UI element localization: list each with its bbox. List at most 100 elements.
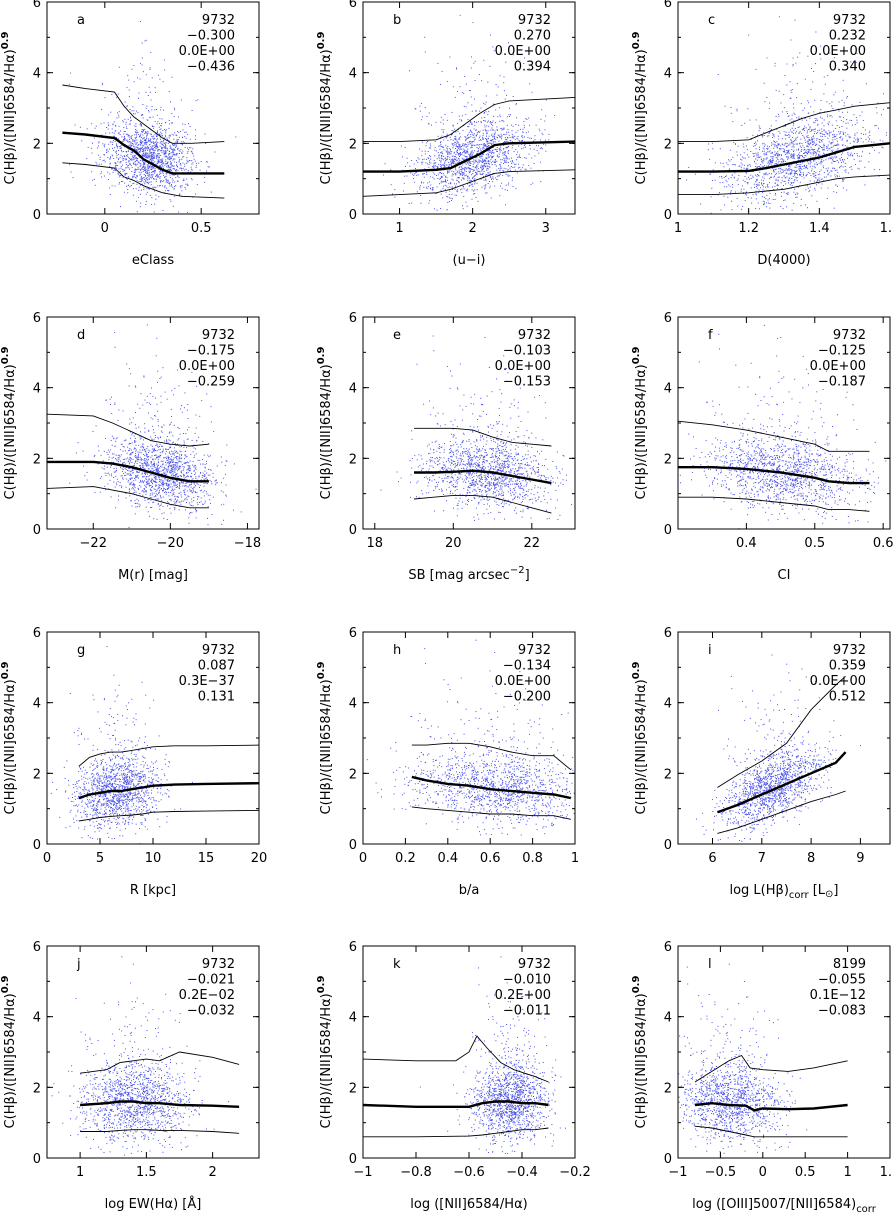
data-point [466, 156, 468, 158]
data-point [475, 196, 477, 198]
data-point [878, 127, 879, 129]
data-point [776, 152, 777, 154]
data-point [757, 166, 759, 168]
data-point [471, 154, 473, 156]
data-point [499, 164, 501, 166]
data-point [810, 152, 812, 154]
data-point [469, 89, 471, 91]
data-point [144, 167, 146, 169]
data-point [155, 481, 157, 483]
data-point [154, 150, 156, 152]
data-point [854, 153, 856, 154]
median-line [678, 142, 890, 173]
data-point [429, 200, 431, 202]
data-point [123, 137, 125, 139]
data-point [814, 167, 816, 169]
data-point [186, 409, 188, 411]
data-point [862, 120, 864, 121]
data-point [467, 137, 468, 139]
data-point [778, 161, 780, 162]
data-point [455, 146, 457, 147]
data-point [466, 144, 468, 146]
data-point [204, 176, 206, 178]
data-point [468, 160, 470, 162]
data-point [509, 116, 510, 117]
data-point [540, 139, 542, 141]
data-point [139, 124, 141, 126]
data-point [146, 135, 148, 136]
data-point [460, 189, 462, 191]
data-point [825, 131, 827, 133]
data-point [133, 145, 135, 147]
data-point [465, 150, 467, 152]
data-point [164, 176, 166, 178]
data-point [808, 102, 810, 104]
data-point [185, 168, 187, 170]
data-point [456, 140, 458, 142]
data-point [480, 167, 482, 169]
data-point [829, 131, 831, 133]
data-point [809, 139, 810, 140]
data-point [821, 117, 823, 119]
data-point [495, 109, 497, 111]
data-point [152, 471, 153, 473]
data-point [433, 178, 435, 180]
data-point [820, 58, 822, 60]
data-point [462, 164, 464, 166]
data-point [501, 159, 503, 161]
data-point [834, 154, 836, 156]
data-point [409, 70, 410, 72]
data-point [841, 161, 842, 163]
data-point [512, 141, 514, 143]
data-point [166, 182, 168, 184]
data-point [447, 150, 449, 152]
data-point [125, 133, 127, 135]
data-point [168, 180, 170, 182]
data-point [825, 168, 827, 170]
data-point [445, 176, 446, 178]
data-point [793, 202, 795, 204]
data-point [153, 474, 155, 476]
data-point [782, 161, 784, 163]
x-axis-label: eClass [132, 253, 174, 268]
data-point [171, 470, 173, 472]
data-point [153, 178, 155, 180]
data-point [801, 119, 803, 121]
data-point [818, 162, 820, 164]
data-point [161, 148, 163, 150]
data-point [802, 172, 804, 174]
data-point [766, 145, 768, 147]
data-point [154, 178, 156, 180]
data-point [799, 152, 801, 154]
data-point [800, 205, 802, 207]
data-point [473, 159, 475, 161]
data-point [492, 178, 494, 180]
data-point [457, 162, 459, 164]
data-point [799, 166, 801, 167]
data-point [451, 161, 453, 163]
data-point [762, 200, 764, 202]
data-point [451, 143, 453, 145]
data-point [401, 156, 403, 158]
data-point [466, 205, 468, 207]
data-point [461, 191, 463, 193]
data-point [775, 157, 777, 158]
data-point [774, 182, 776, 184]
data-point [757, 174, 758, 175]
data-point [521, 135, 522, 137]
data-point [769, 150, 771, 152]
data-point [504, 158, 506, 160]
data-point [740, 158, 742, 160]
data-point [846, 96, 848, 97]
data-point [132, 143, 133, 145]
data-point [157, 154, 159, 156]
data-point [127, 118, 129, 120]
scatter-points [69, 324, 257, 528]
data-point [159, 129, 161, 131]
data-point [176, 165, 178, 167]
data-point [120, 148, 122, 150]
data-point [171, 178, 173, 180]
data-point [442, 153, 444, 155]
data-point [164, 122, 166, 124]
data-point [145, 170, 147, 172]
